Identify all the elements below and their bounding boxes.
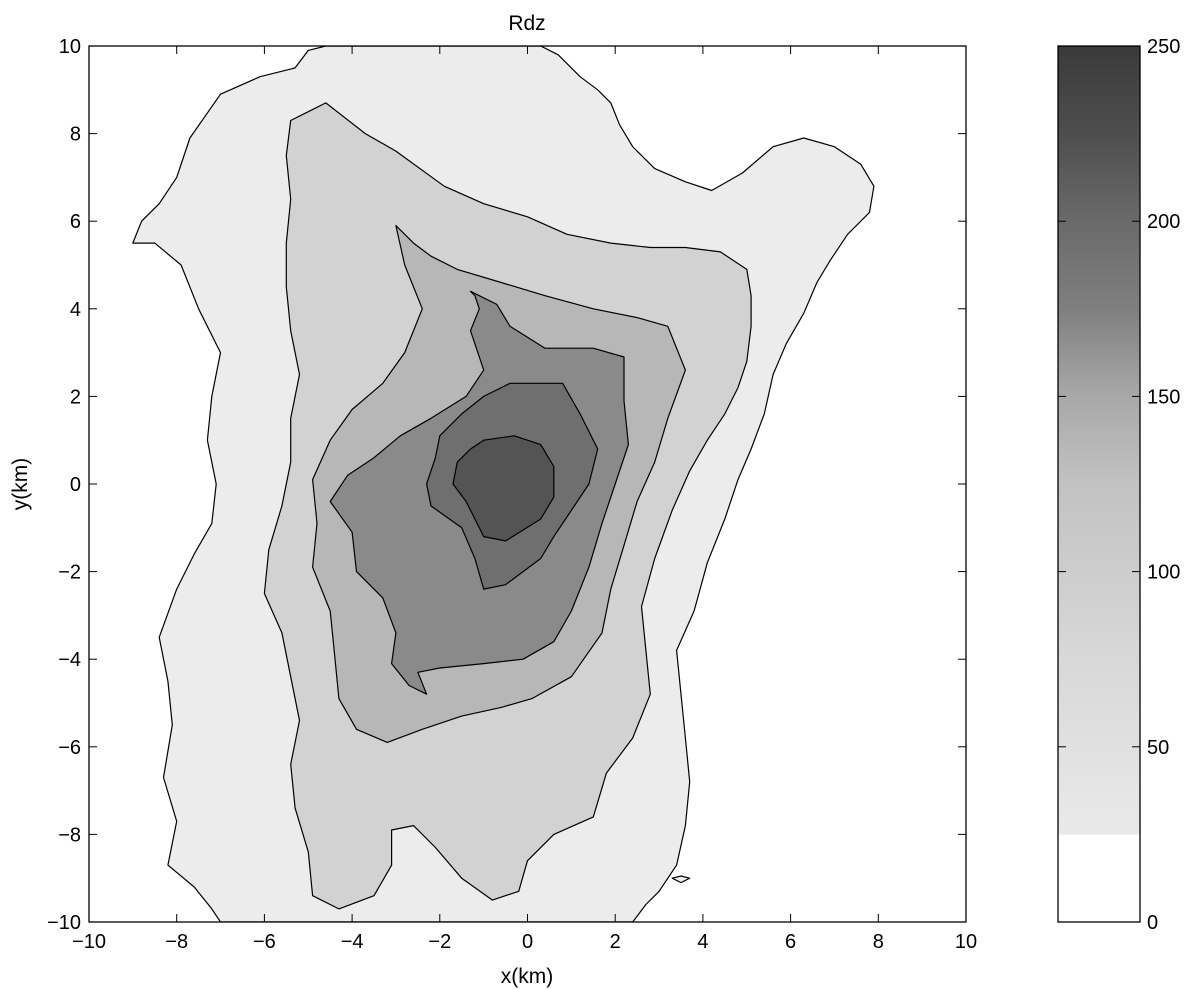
colorbar-axis: 0 50 100 150 200 250 (1058, 36, 1180, 934)
x-tick-label: 4 (697, 931, 708, 953)
y-tick-label: 10 (59, 36, 81, 58)
contour-region-25-6-0 (671, 875, 691, 884)
colorbar-tick-label: 0 (1147, 912, 1158, 934)
x-tick-label: −10 (72, 931, 106, 953)
y-tick-label: −10 (47, 912, 81, 934)
y-tick-label: 6 (70, 211, 81, 233)
x-axis-label: x(km) (501, 965, 553, 988)
y-tick-label: 4 (70, 299, 81, 321)
y-tick-label: 8 (70, 124, 81, 146)
y-tick-label: −8 (58, 824, 81, 846)
y-tick-label: −4 (58, 649, 81, 671)
colorbar-tick-label: 100 (1147, 562, 1180, 584)
contour-layer (132, 46, 875, 922)
y-tick-label: −2 (58, 562, 81, 584)
x-tick-label: 2 (610, 931, 621, 953)
x-tick-label: 0 (522, 931, 533, 953)
x-tick-label: 6 (785, 931, 796, 953)
y-tick-label: 0 (70, 474, 81, 496)
x-tick-label: −6 (253, 931, 276, 953)
colorbar-tick-label: 250 (1147, 36, 1180, 58)
contour-region-200-5-0 (452, 435, 555, 542)
x-axis: −10 −8 −6 −4 −2 0 2 4 6 8 10 (72, 46, 977, 953)
x-tick-label: 10 (955, 931, 977, 953)
colorbar (1057, 45, 1141, 923)
y-tick-label: 2 (70, 386, 81, 408)
x-tick-label: −4 (341, 931, 364, 953)
x-tick-label: −2 (428, 931, 451, 953)
y-axis-label: y(km) (9, 458, 32, 510)
y-tick-label: −6 (58, 737, 81, 759)
colorbar-tick-label: 200 (1147, 211, 1180, 233)
chart-title: Rdz (508, 12, 545, 35)
colorbar-tick-label: 150 (1147, 386, 1180, 408)
x-tick-label: −8 (165, 931, 188, 953)
x-tick-label: 8 (873, 931, 884, 953)
colorbar-tick-label: 50 (1147, 737, 1169, 759)
y-axis: −10 −8 −6 −4 −2 0 2 4 6 8 10 (47, 36, 966, 934)
